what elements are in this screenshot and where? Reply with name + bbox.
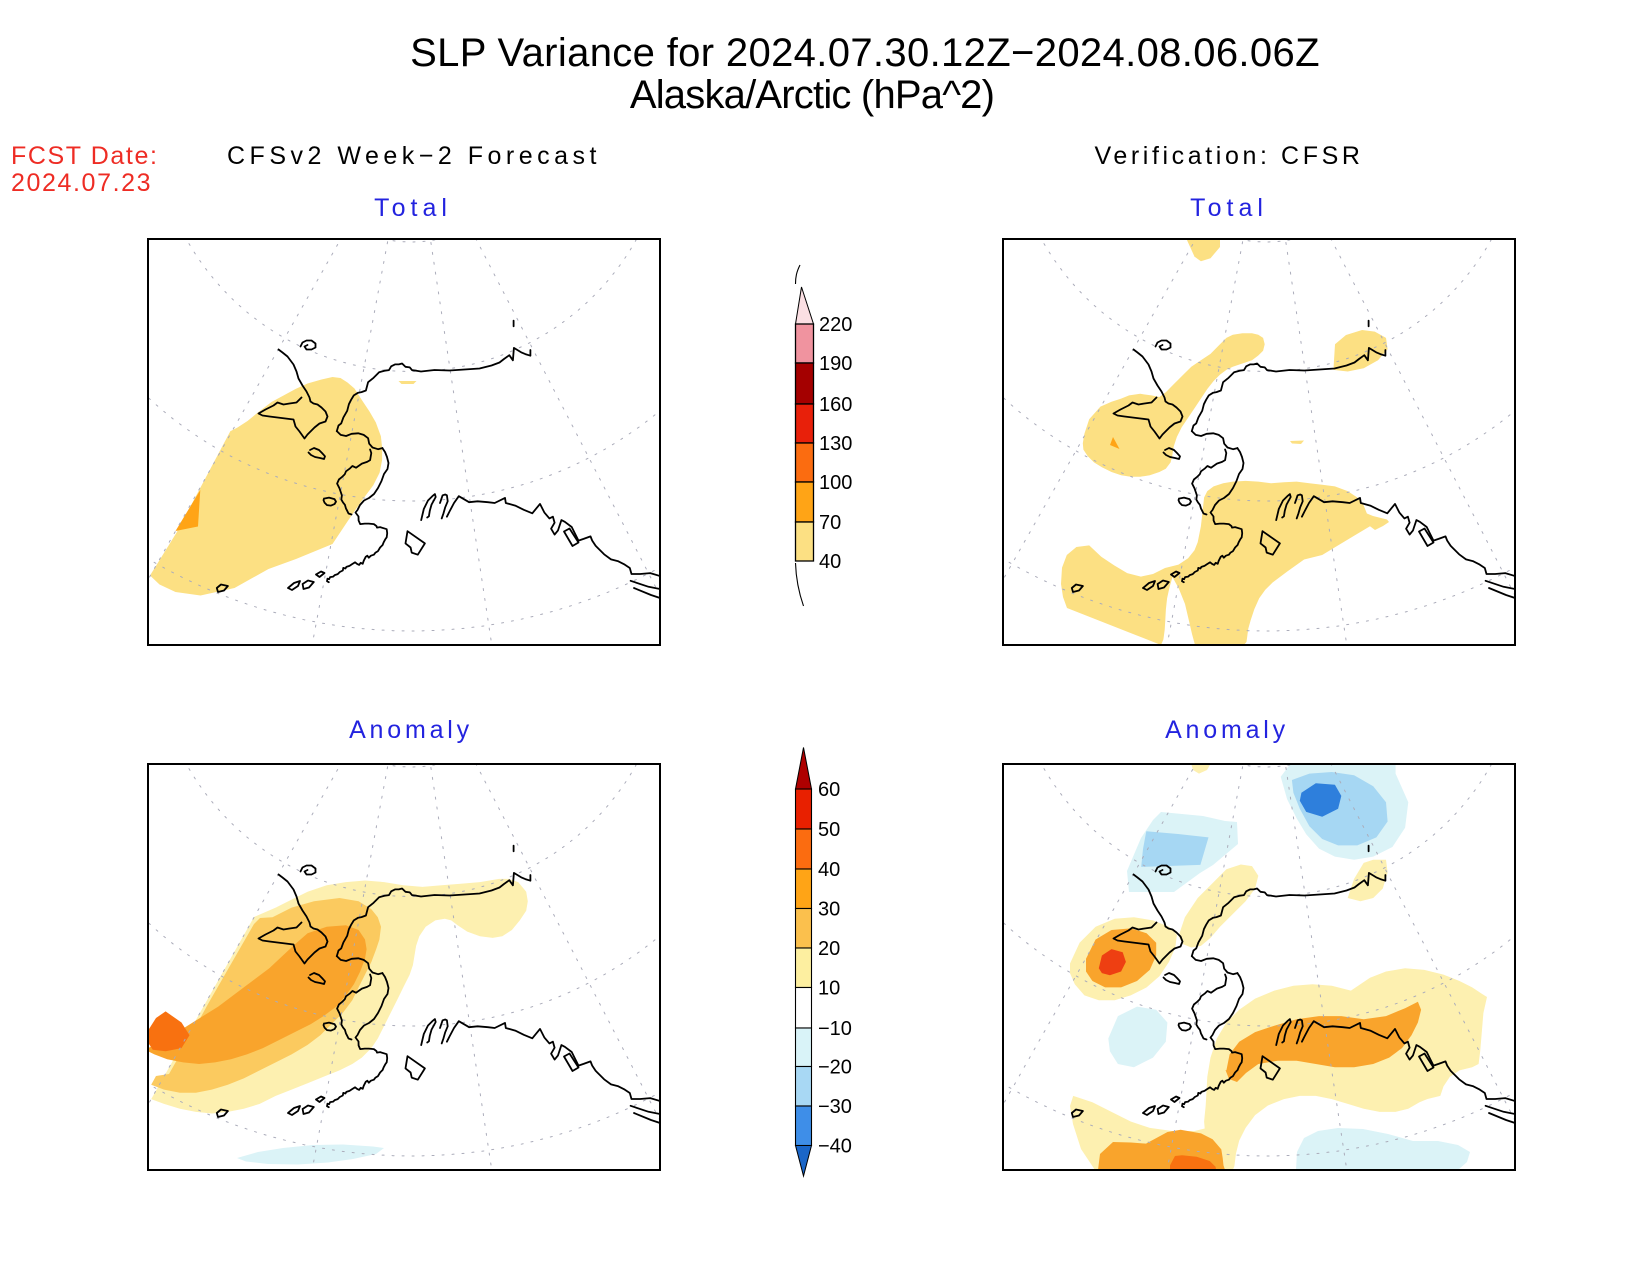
svg-text:220: 220 [819,314,852,336]
svg-text:60: 60 [818,779,840,801]
svg-text:70: 70 [819,512,841,534]
svg-text:40: 40 [819,551,841,573]
svg-text:10: 10 [818,978,840,1000]
svg-text:20: 20 [818,938,840,960]
svg-text:100: 100 [819,472,852,494]
svg-text:−40: −40 [818,1136,852,1158]
svg-text:190: 190 [819,353,852,375]
svg-text:160: 160 [819,394,852,416]
svg-text:−30: −30 [818,1096,852,1118]
svg-text:−10: −10 [818,1018,852,1040]
svg-text:130: 130 [819,433,852,455]
svg-text:50: 50 [818,819,840,841]
svg-text:−20: −20 [818,1057,852,1079]
svg-text:40: 40 [818,859,840,881]
svg-text:30: 30 [818,899,840,921]
